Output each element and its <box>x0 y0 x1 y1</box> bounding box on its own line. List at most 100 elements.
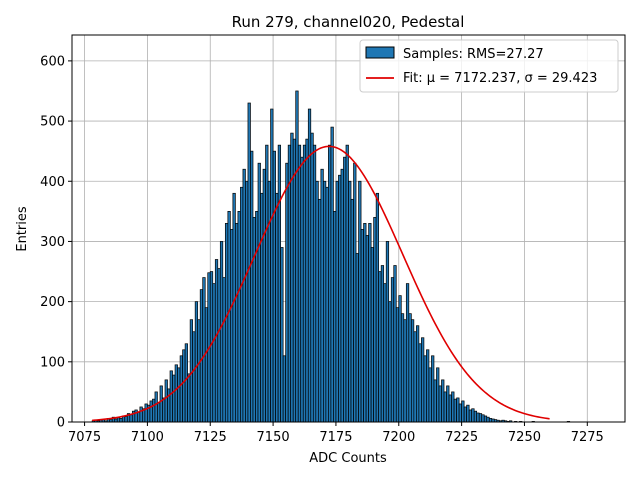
legend-fit-label: Fit: μ = 7172.237, σ = 29.423 <box>403 71 597 86</box>
histogram-bar <box>245 180 249 423</box>
histogram-bar <box>285 162 289 423</box>
histogram-bar <box>360 229 364 423</box>
chart-title: Run 279, channel020, Pedestal <box>232 13 465 31</box>
histogram-bar <box>463 406 467 423</box>
y-tick-label: 200 <box>40 295 65 310</box>
histogram-bar <box>235 223 239 423</box>
histogram-bar <box>144 403 148 423</box>
histogram-bar <box>116 417 121 423</box>
histogram-bar <box>219 241 224 423</box>
legend-samples-label: Samples: RMS=27.27 <box>403 47 544 62</box>
histogram-bar <box>340 168 344 423</box>
histogram-bar <box>267 180 271 423</box>
histogram-bar <box>483 415 488 423</box>
histogram-bar <box>157 402 161 423</box>
histogram-bar <box>182 349 186 423</box>
histogram-bar <box>358 180 362 423</box>
y-tick-label: 600 <box>40 54 65 69</box>
histogram-bar <box>431 355 435 423</box>
histogram-bar <box>197 319 201 423</box>
histogram-bar <box>471 408 475 423</box>
histogram-bar <box>400 313 405 423</box>
histogram-bar <box>423 355 427 423</box>
x-tick-label: 7150 <box>257 430 290 445</box>
histogram-bar <box>222 277 226 423</box>
histogram-bar <box>240 186 244 423</box>
histogram-bar <box>252 217 256 423</box>
y-tick-label: 100 <box>40 355 65 370</box>
legend: Samples: RMS=27.27 Fit: μ = 7172.237, σ … <box>359 39 619 93</box>
x-axis-ticks: 7075 7100 7125 7150 7175 7200 7225 7250 7275 <box>68 422 604 445</box>
histogram-bar <box>199 289 204 423</box>
histogram-bar <box>385 241 390 423</box>
histogram-bar <box>312 144 317 423</box>
histogram-bar <box>408 313 412 423</box>
x-tick-label: 7175 <box>319 430 352 445</box>
histogram-bar <box>338 174 342 423</box>
histogram-bar <box>476 412 480 423</box>
histogram-bar <box>154 391 158 423</box>
histogram-bar <box>328 144 332 423</box>
histogram-bar <box>292 138 297 423</box>
histogram-bar <box>177 367 181 423</box>
histogram-bar <box>421 337 425 423</box>
x-tick-label: 7225 <box>445 430 478 445</box>
histogram-bar <box>242 168 246 423</box>
histogram-bar <box>152 398 156 423</box>
histogram-bar <box>232 192 236 423</box>
histogram-bar <box>350 198 354 423</box>
histogram-bar <box>297 144 302 423</box>
y-axis-ticks: 0 100 200 300 400 500 600 <box>40 54 72 431</box>
y-axis-label: Entries <box>15 206 30 252</box>
y-tick-label: 500 <box>40 115 65 130</box>
histogram-bar <box>275 192 279 423</box>
x-tick-label: 7125 <box>194 430 227 445</box>
histogram-bar <box>468 409 473 423</box>
histogram-bar <box>436 367 440 423</box>
histogram-bar <box>315 180 319 423</box>
histogram-bar <box>370 247 374 423</box>
histogram-bar <box>426 349 430 423</box>
y-tick-label: 400 <box>40 175 65 190</box>
x-tick-label: 7100 <box>131 430 164 445</box>
histogram-bar <box>333 211 337 423</box>
histogram-bar <box>383 283 387 423</box>
histogram-bar <box>368 223 372 423</box>
histogram-bar <box>164 379 168 423</box>
histogram-bar <box>458 403 462 423</box>
histogram-bar <box>323 180 327 423</box>
histogram-bar <box>390 277 395 423</box>
legend-bar-swatch <box>365 46 395 59</box>
histogram-bar <box>187 373 191 423</box>
plot-frame <box>71 34 626 423</box>
histogram-bar <box>413 331 417 423</box>
histogram-bar <box>262 168 266 423</box>
histogram-bar <box>378 271 382 423</box>
histogram-bar <box>172 374 176 423</box>
histogram-bar <box>353 162 357 423</box>
histogram-bar <box>230 229 234 423</box>
histogram-bar <box>373 217 377 423</box>
histogram-bar <box>486 416 490 423</box>
x-tick-label: 7200 <box>382 430 415 445</box>
y-tick-label: 0 <box>57 416 65 431</box>
histogram-bar <box>473 410 478 423</box>
histogram-bars <box>91 90 571 423</box>
histogram-bar <box>277 144 281 423</box>
histogram-bar <box>260 192 264 423</box>
histogram-bar <box>433 379 437 423</box>
histogram-bar <box>428 367 432 423</box>
histogram-bar <box>237 211 241 423</box>
histogram-bar <box>380 265 385 423</box>
histogram-bar <box>310 132 314 423</box>
histogram-bar <box>270 108 274 423</box>
histogram-bar <box>363 223 367 423</box>
histogram-bar <box>453 398 457 423</box>
histogram-bar <box>456 397 460 423</box>
histogram-bar <box>295 90 299 423</box>
histogram-bar <box>325 186 329 423</box>
histogram-bar <box>317 198 322 423</box>
histogram-bar <box>287 144 292 423</box>
histogram-bar <box>405 283 410 423</box>
